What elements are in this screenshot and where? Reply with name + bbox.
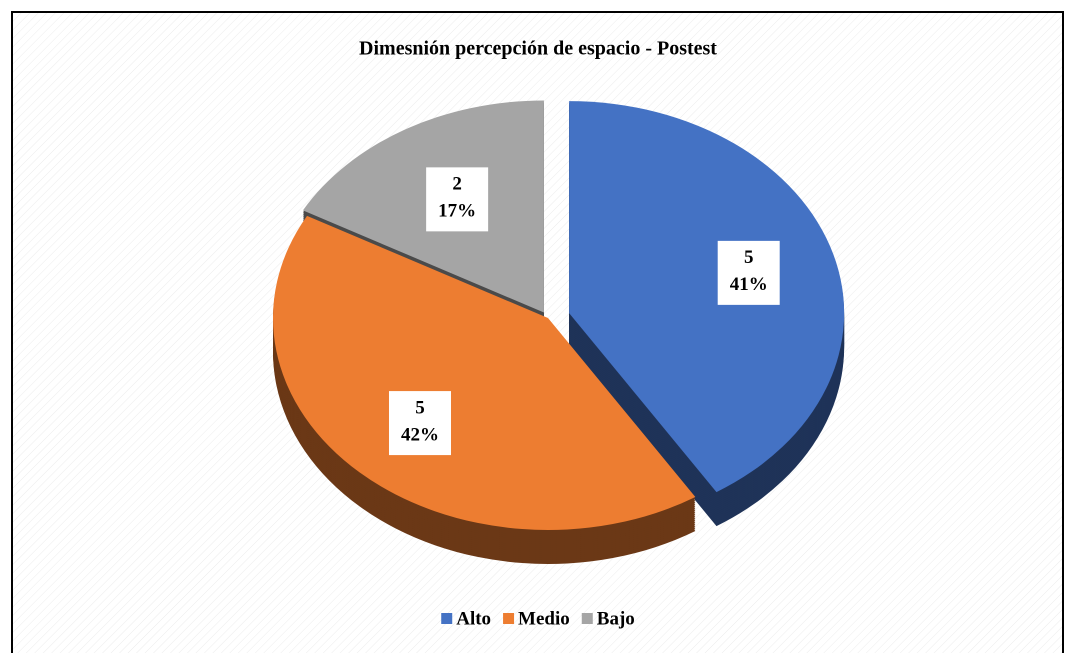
legend-label: Bajo <box>597 608 635 629</box>
pie-slice <box>273 215 696 530</box>
data-label-count: 5 <box>744 247 754 268</box>
legend-label: Medio <box>518 608 570 629</box>
legend-swatch <box>503 613 515 624</box>
data-label-box <box>388 391 451 456</box>
data-label-box <box>717 240 780 305</box>
data-label-percent: 41% <box>730 274 768 295</box>
legend-swatch <box>581 613 593 624</box>
pie-slice <box>302 100 544 313</box>
data-label-count: 5 <box>415 397 425 418</box>
data-label-percent: 42% <box>401 424 439 445</box>
pie-slice <box>569 101 845 493</box>
data-label-percent: 17% <box>438 201 476 222</box>
data-label-count: 2 <box>452 174 462 195</box>
legend-swatch <box>441 613 453 624</box>
legend: Alto Medio Bajo <box>441 608 635 629</box>
legend-label: Alto <box>456 608 491 629</box>
data-label-box <box>426 167 489 232</box>
chart-title: Dimesnión percepción de espacio - Postes… <box>359 38 717 60</box>
